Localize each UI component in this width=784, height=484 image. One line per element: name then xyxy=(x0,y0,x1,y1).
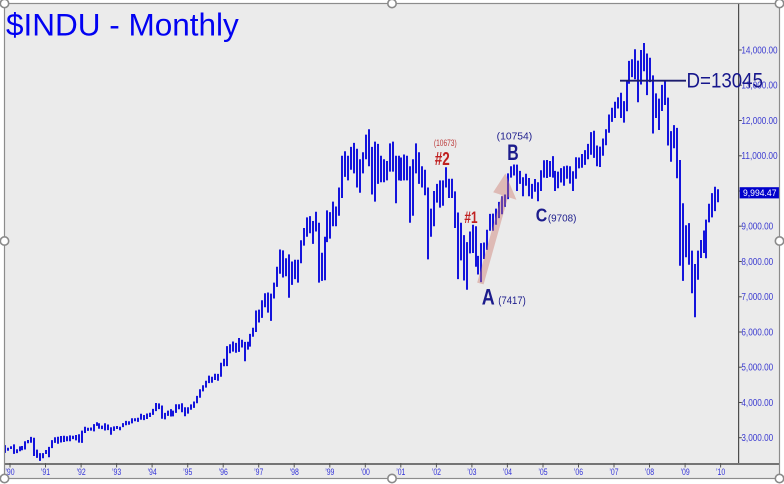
svg-text:#1: #1 xyxy=(464,208,477,227)
svg-text:’09: ’09 xyxy=(681,467,690,478)
svg-text:4,000.00: 4,000.00 xyxy=(741,398,773,409)
svg-text:’01: ’01 xyxy=(396,467,405,478)
svg-text:’05: ’05 xyxy=(538,467,547,478)
svg-text:’96: ’96 xyxy=(219,467,228,478)
svg-text:9,000.00: 9,000.00 xyxy=(741,222,773,233)
svg-text:B: B xyxy=(507,140,518,165)
svg-text:(9708): (9708) xyxy=(548,214,577,225)
svg-text:’02: ’02 xyxy=(432,467,441,478)
svg-text:’92: ’92 xyxy=(77,467,86,478)
svg-text:’08: ’08 xyxy=(645,467,654,478)
svg-text:5,000.00: 5,000.00 xyxy=(741,363,773,374)
svg-text:’90: ’90 xyxy=(5,467,14,478)
svg-text:11,000.00: 11,000.00 xyxy=(741,151,778,162)
svg-text:’94: ’94 xyxy=(148,467,158,478)
svg-text:’93: ’93 xyxy=(112,467,121,478)
svg-text:’99: ’99 xyxy=(325,467,334,478)
svg-text:(10673): (10673) xyxy=(434,138,457,148)
svg-text:’07: ’07 xyxy=(609,467,618,478)
svg-text:14,000.00: 14,000.00 xyxy=(741,45,778,56)
svg-text:’10: ’10 xyxy=(716,467,725,478)
svg-text:’03: ’03 xyxy=(467,467,476,478)
svg-text:’00: ’00 xyxy=(361,467,370,478)
svg-text:C: C xyxy=(536,205,548,226)
svg-text:A: A xyxy=(482,285,495,310)
svg-text:7,000.00: 7,000.00 xyxy=(741,292,773,303)
svg-text:9,994.47: 9,994.47 xyxy=(743,188,777,198)
svg-text:’91: ’91 xyxy=(41,467,50,478)
svg-text:’97: ’97 xyxy=(254,467,263,478)
svg-text:#2: #2 xyxy=(435,149,450,170)
svg-text:’95: ’95 xyxy=(183,467,192,478)
svg-text:’06: ’06 xyxy=(574,467,583,478)
svg-text:’98: ’98 xyxy=(290,467,299,478)
svg-text:(10754): (10754) xyxy=(497,131,533,142)
svg-text:$INDU - Monthly: $INDU - Monthly xyxy=(6,6,239,42)
svg-text:3,000.00: 3,000.00 xyxy=(741,433,773,444)
svg-text:’04: ’04 xyxy=(503,467,513,478)
svg-text:(7417): (7417) xyxy=(498,295,526,307)
svg-text:13,000.00: 13,000.00 xyxy=(741,81,778,92)
svg-text:6,000.00: 6,000.00 xyxy=(741,327,773,338)
svg-text:D=13045: D=13045 xyxy=(687,69,764,93)
svg-text:8,000.00: 8,000.00 xyxy=(741,257,773,268)
svg-text:12,000.00: 12,000.00 xyxy=(741,116,778,127)
